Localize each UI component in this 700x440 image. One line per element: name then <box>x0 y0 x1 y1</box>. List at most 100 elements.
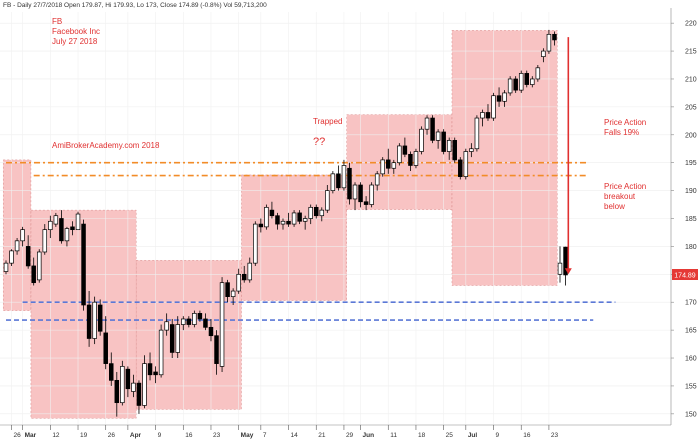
candle-body-up <box>435 131 441 141</box>
candle-62 <box>347 162 352 205</box>
candle-body-down <box>147 363 153 376</box>
y-tick-label-190: 190 <box>685 188 697 195</box>
candle-23 <box>131 374 136 398</box>
candle-3 <box>20 226 25 247</box>
title-line-symbol: FB <box>52 17 62 26</box>
candle-84 <box>469 143 474 158</box>
candle-body-down <box>336 173 341 189</box>
candle-body-up <box>502 92 507 102</box>
candle-79 <box>441 129 446 155</box>
y-tick-label-180: 180 <box>685 244 697 251</box>
candles-layer <box>3 29 568 417</box>
candle-80 <box>446 137 452 160</box>
candle-29 <box>164 313 169 336</box>
watermark-text: AmiBrokerAcademy.com 2018 <box>52 141 160 150</box>
candle-0 <box>3 260 9 275</box>
x-tick-label-May: May <box>241 432 254 439</box>
candle-83 <box>463 148 469 180</box>
y-tick-label-220: 220 <box>685 21 697 28</box>
candle-body-down <box>269 209 275 217</box>
chart-header: FB - Daily 27/7/2018 Open 179.87, Hi 179… <box>3 2 267 9</box>
candle-40 <box>225 279 230 303</box>
x-axis: 26 Mar 12 19 26 Apr 9 16 23 May 7 14 21 29 Jun 11 18 25 Ju… <box>0 424 671 439</box>
candle-body-up <box>192 313 197 325</box>
candle-56 <box>313 204 319 219</box>
y-axis: 1501551601651701751801851901952002052102… <box>670 8 697 425</box>
candle-body-up <box>14 240 20 252</box>
candle-21 <box>120 360 125 406</box>
candle-body-up <box>291 212 297 225</box>
candle-body-down <box>31 265 36 284</box>
candle-body-down <box>286 220 291 225</box>
x-tick-label-19: 19 <box>80 432 88 439</box>
x-tick-label-9: 9 <box>158 432 162 439</box>
candle-58 <box>325 185 330 213</box>
candle-body-down <box>114 380 120 404</box>
candle-54 <box>302 215 308 230</box>
candle-body-up <box>325 190 330 211</box>
candle-30 <box>169 318 175 359</box>
candle-body-up <box>424 117 430 130</box>
x-tick-label-Jul: Jul <box>468 432 478 439</box>
candle-17 <box>97 299 103 336</box>
y-tick-label-195: 195 <box>685 160 697 167</box>
candle-7 <box>42 224 48 255</box>
candle-46 <box>258 218 264 233</box>
candle-49 <box>275 212 280 230</box>
candle-body-up <box>319 209 325 217</box>
candle-body-up <box>380 159 385 175</box>
candle-body-up <box>308 206 313 219</box>
x-tick-label-23: 23 <box>551 432 559 439</box>
candle-5 <box>31 257 36 286</box>
candle-15 <box>86 291 92 347</box>
last-price-badge: 174.89 <box>672 269 698 280</box>
candle-28 <box>158 324 164 378</box>
x-tick-label-23: 23 <box>213 432 221 439</box>
candle-78 <box>435 129 441 149</box>
candle-body-down <box>358 184 363 203</box>
candle-37 <box>208 318 214 342</box>
y-tick-label-200: 200 <box>685 132 697 139</box>
candle-body-down <box>59 218 64 242</box>
candle-body-up <box>302 218 308 222</box>
y-tick-label-170: 170 <box>685 300 697 307</box>
candle-body-up <box>535 67 541 80</box>
candle-body-down <box>363 201 369 205</box>
candle-body-up <box>541 50 546 57</box>
candle-14 <box>81 219 86 311</box>
candle-89 <box>496 87 502 107</box>
x-tick-label-Mar: Mar <box>25 432 37 439</box>
candle-body-up <box>469 148 474 152</box>
candle-body-down <box>513 78 518 91</box>
candle-body-down <box>386 159 391 169</box>
candle-body-down <box>109 363 114 381</box>
candle-body-up <box>264 206 269 228</box>
candle-body-down <box>552 33 557 41</box>
candle-body-up <box>480 112 485 119</box>
candle-35 <box>197 310 203 322</box>
candle-body-up <box>446 140 452 152</box>
candle-body-down <box>97 304 103 332</box>
candle-body-up <box>369 184 374 205</box>
candle-101 <box>563 246 568 286</box>
candle-92 <box>513 76 518 93</box>
candle-body-down <box>25 246 31 267</box>
candle-71 <box>397 143 402 166</box>
candle-body-up <box>253 223 258 264</box>
candle-66 <box>369 182 374 208</box>
candle-52 <box>291 210 297 227</box>
candle-body-up <box>131 382 136 392</box>
candle-34 <box>192 310 197 328</box>
candle-body-up <box>175 324 180 353</box>
candle-82 <box>458 157 463 180</box>
candle-31 <box>175 316 180 359</box>
candle-20 <box>114 371 120 417</box>
candle-body-up <box>48 220 53 231</box>
candle-69 <box>386 148 391 174</box>
candle-16 <box>92 296 97 345</box>
candle-body-up <box>236 273 241 292</box>
candle-body-up <box>120 366 125 404</box>
candle-76 <box>424 115 430 135</box>
candle-body-up <box>330 173 336 191</box>
